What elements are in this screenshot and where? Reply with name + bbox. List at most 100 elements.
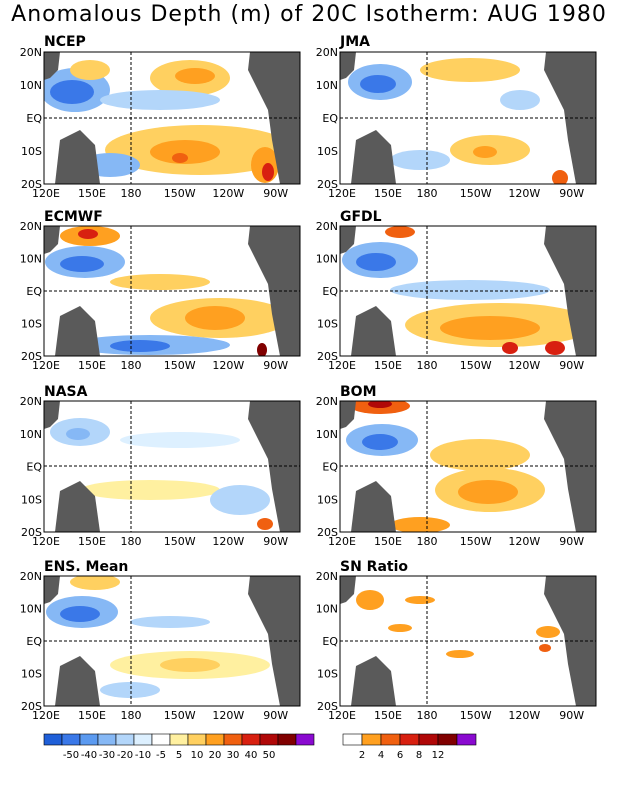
colorbar-swatch bbox=[259, 733, 279, 746]
lat-label: EQ bbox=[322, 461, 338, 474]
colorbar-swatch bbox=[169, 733, 189, 746]
lat-label: 20S bbox=[317, 350, 338, 363]
lat-label: 20N bbox=[316, 395, 338, 408]
colorbar-swatch bbox=[437, 733, 458, 746]
lon-axis-labels: 120E 150E 180 150W 120W 90W bbox=[32, 709, 288, 722]
lon-label: 180 bbox=[121, 709, 142, 722]
lat-label: 10N bbox=[316, 253, 338, 266]
lat-label: 10N bbox=[20, 428, 42, 441]
anomaly-field bbox=[46, 576, 270, 698]
lon-label: 150E bbox=[78, 187, 106, 200]
colorbar-swatch bbox=[133, 733, 153, 746]
panel-title: NCEP bbox=[44, 34, 86, 50]
lon-label: 120E bbox=[328, 709, 356, 722]
panel-title: SN Ratio bbox=[340, 559, 408, 575]
lat-label: EQ bbox=[26, 112, 42, 125]
lat-axis-labels: 20N 10N EQ 10S 20S bbox=[316, 46, 339, 191]
lat-label: 20N bbox=[20, 570, 42, 583]
panel-ncep: NCEP 20N 10N EQ 10S 20S 120E 150E 180 150W 120W 9… bbox=[20, 34, 301, 200]
panel-title: ENS. Mean bbox=[44, 559, 128, 575]
lat-axis-labels: 20N 10N EQ 10S 20S bbox=[316, 570, 339, 713]
anomaly-field bbox=[342, 226, 595, 355]
lon-label: 180 bbox=[417, 359, 438, 372]
anomaly-field bbox=[346, 401, 545, 532]
colorbar-swatch bbox=[205, 733, 225, 746]
panel-title: JMA bbox=[339, 34, 370, 50]
panel-title: NASA bbox=[44, 384, 88, 400]
colorbar-label: 30 bbox=[227, 750, 240, 761]
lat-label: 10N bbox=[20, 253, 42, 266]
lat-label: 10N bbox=[316, 428, 338, 441]
panel-bom: BOM 20N 10N EQ 10S 20S 120E 150E 180 150W 120W 90… bbox=[316, 384, 597, 548]
colorbar-label: 40 bbox=[245, 750, 258, 761]
panel-title: ECMWF bbox=[44, 209, 103, 225]
lon-label: 90W bbox=[559, 187, 584, 200]
colorbar-swatch bbox=[241, 733, 261, 746]
lat-label: 20N bbox=[316, 220, 338, 233]
lat-label: 20S bbox=[21, 350, 42, 363]
colorbar-label: 50 bbox=[263, 750, 276, 761]
lon-label: 90W bbox=[559, 535, 584, 548]
colorbar-label: 10 bbox=[191, 750, 204, 761]
lon-label: 150E bbox=[374, 187, 402, 200]
lat-label: 20N bbox=[20, 395, 42, 408]
lat-label: 10S bbox=[21, 493, 42, 506]
lat-label: 20N bbox=[20, 220, 42, 233]
lon-label: 150E bbox=[374, 709, 402, 722]
lat-label: EQ bbox=[322, 285, 338, 298]
lon-label: 150W bbox=[164, 709, 196, 722]
colorbar-swatch bbox=[79, 733, 99, 746]
lon-label: 120E bbox=[32, 187, 60, 200]
lon-label: 180 bbox=[417, 187, 438, 200]
colorbar-label: 8 bbox=[416, 750, 422, 761]
lon-label: 150W bbox=[164, 359, 196, 372]
lon-label: 180 bbox=[417, 709, 438, 722]
lon-label: 120W bbox=[212, 359, 244, 372]
lat-label: 20N bbox=[20, 46, 42, 59]
lat-axis-labels: 20N 10N EQ 10S 20S bbox=[316, 220, 339, 363]
colorbar-label: -10 bbox=[135, 750, 151, 761]
colorbar-label: -5 bbox=[156, 750, 166, 761]
lon-label: 180 bbox=[121, 187, 142, 200]
lon-label: 90W bbox=[263, 359, 288, 372]
lon-label: 150E bbox=[78, 535, 106, 548]
lat-label: 20S bbox=[317, 700, 338, 713]
lon-label: 150W bbox=[460, 187, 492, 200]
anomaly-field bbox=[44, 60, 295, 183]
colorbar-label: -20 bbox=[117, 750, 133, 761]
lon-axis-labels: 120E 150E 180 150W 120W 90W bbox=[32, 359, 288, 372]
colorbar-swatch bbox=[277, 733, 297, 746]
panel-nasa: NASA 20N 10N EQ 10S 20S 120E 150E 180 150W 120W 9… bbox=[20, 384, 301, 548]
colorbar-swatch bbox=[295, 733, 315, 746]
lat-axis-labels: 20N 10N EQ 10S 20S bbox=[20, 220, 43, 363]
panel-ecmwf: ECMWF 20N 10N EQ 10S 20S 120E 150E 180 150W 120W… bbox=[20, 209, 301, 372]
lon-label: 120E bbox=[328, 535, 356, 548]
colorbar-label: 4 bbox=[378, 750, 384, 761]
lat-axis-labels: 20N 10N EQ 10S 20S bbox=[20, 395, 43, 539]
lon-label: 120E bbox=[328, 187, 356, 200]
lat-label: 20S bbox=[21, 526, 42, 539]
colorbar-swatch bbox=[456, 733, 477, 746]
colorbar-swatch bbox=[115, 733, 135, 746]
lon-label: 150E bbox=[78, 359, 106, 372]
colorbar-swatch bbox=[187, 733, 207, 746]
lon-label: 180 bbox=[121, 359, 142, 372]
lat-label: 10S bbox=[21, 145, 42, 158]
colorbar-label: 12 bbox=[432, 750, 445, 761]
lat-axis-labels: 20N 10N EQ 10S 20S bbox=[316, 395, 339, 539]
lon-label: 180 bbox=[121, 535, 142, 548]
anomaly-field bbox=[45, 226, 290, 356]
colorbar-swatch bbox=[151, 733, 171, 746]
lon-axis-labels: 120E 150E 180 150W 120W 90W bbox=[328, 187, 584, 200]
colorbar-swatch bbox=[223, 733, 243, 746]
lat-label: 10N bbox=[20, 603, 42, 616]
panel-gfdl: GFDL 20N 10N EQ 10S 20S 120E 150E 180 150W 120W 9… bbox=[316, 209, 597, 372]
lat-label: 20N bbox=[316, 570, 338, 583]
lon-label: 120W bbox=[508, 535, 540, 548]
colorbar-label: 5 bbox=[176, 750, 182, 761]
lat-label: 10S bbox=[317, 318, 338, 331]
lon-label: 150W bbox=[460, 359, 492, 372]
panel-title: BOM bbox=[340, 384, 377, 400]
lon-label: 180 bbox=[417, 535, 438, 548]
